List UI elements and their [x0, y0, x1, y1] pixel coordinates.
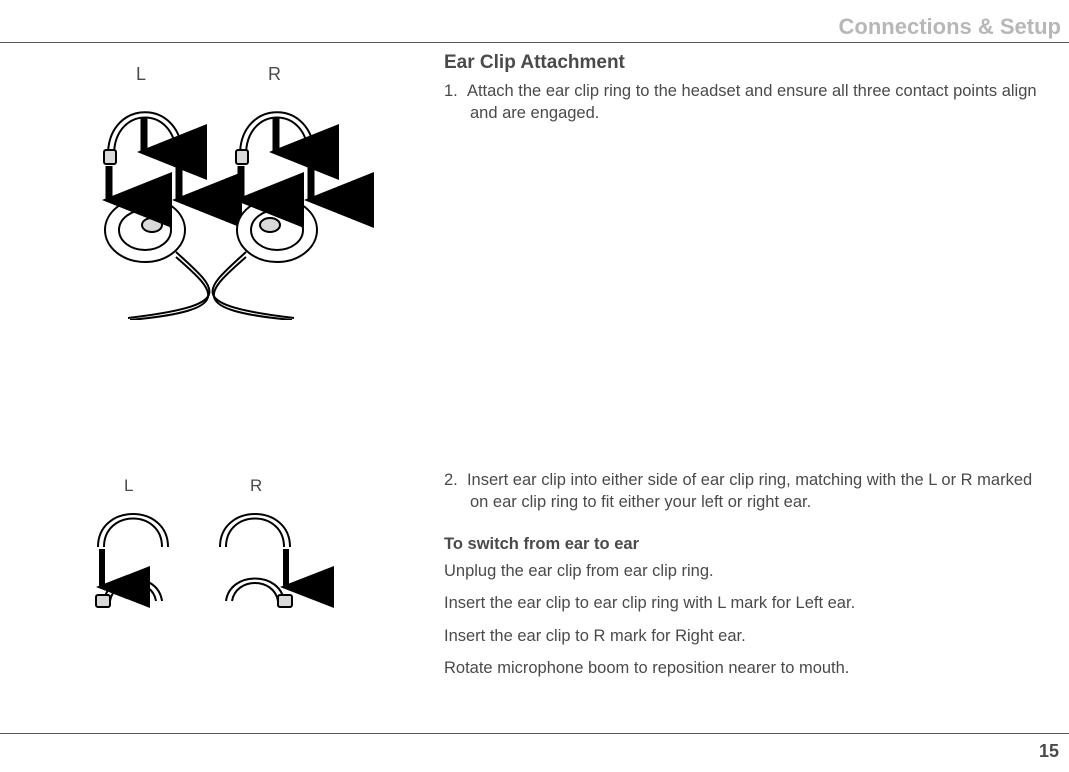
step-2: 2. Insert ear clip into either side of e… [444, 469, 1051, 514]
fig1-right-headset [213, 198, 317, 320]
fig2-right-ear-clip [220, 514, 290, 547]
figure-ear-clip-insert: L R [68, 475, 348, 615]
fig2-left-ear-clip [98, 514, 168, 547]
fig1-label-right: R [268, 64, 281, 84]
text-column: Ear Clip Attachment 1. Attach the ear cl… [444, 52, 1061, 689]
fig1-left-headset [105, 198, 209, 320]
fig1-label-left: L [136, 64, 146, 84]
page-header: Connections & Setup [839, 14, 1061, 40]
step-1-text: Attach the ear clip ring to the headset … [467, 82, 1037, 122]
step-2-num: 2. [444, 471, 458, 489]
switch-p2: Insert the ear clip to ear clip ring wit… [444, 592, 1051, 614]
fig2-label-right: R [250, 476, 262, 495]
step-1: 1. Attach the ear clip ring to the heads… [444, 80, 1051, 125]
section-title: Ear Clip Attachment [444, 52, 1051, 74]
rule-bottom [0, 733, 1069, 734]
content-grid: L R [0, 52, 1069, 689]
switch-p3: Insert the ear clip to R mark for Right … [444, 625, 1051, 647]
step-2-text: Insert ear clip into either side of ear … [467, 471, 1032, 511]
rule-top [0, 42, 1069, 43]
switch-title: To switch from ear to ear [444, 535, 1051, 554]
fig2-left-ring-top [96, 579, 162, 608]
page-number: 15 [1039, 741, 1059, 762]
figure-ear-clip-attach: L R [68, 60, 378, 320]
fig2-label-left: L [124, 476, 133, 495]
step-1-num: 1. [444, 82, 458, 100]
fig2-right-ring-top [226, 579, 292, 608]
spacer-after-step1 [444, 131, 1051, 469]
figures-column: L R [8, 52, 428, 689]
switch-p4: Rotate microphone boom to reposition nea… [444, 657, 1051, 679]
switch-p1: Unplug the ear clip from ear clip ring. [444, 560, 1051, 582]
